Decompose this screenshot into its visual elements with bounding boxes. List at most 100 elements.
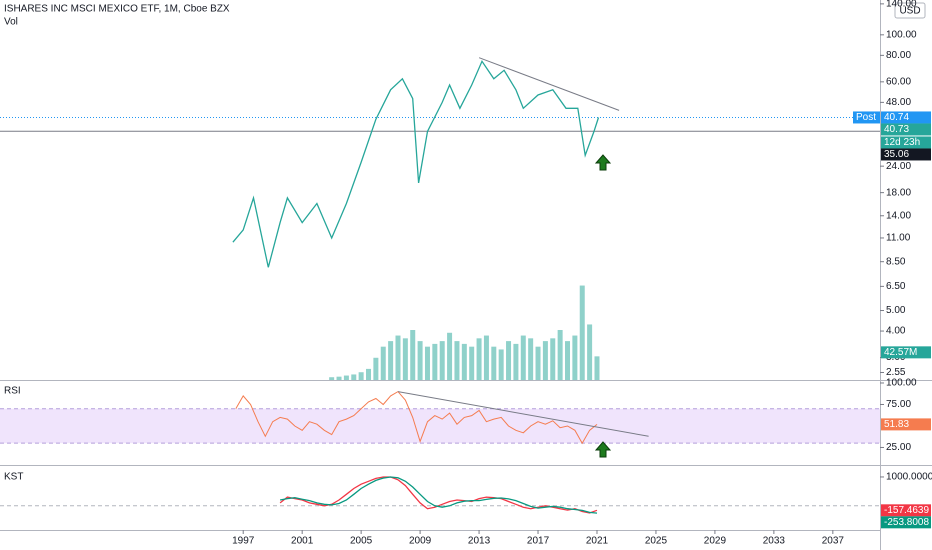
price-line [232, 59, 600, 268]
volume-bar [483, 335, 489, 380]
currency-label[interactable]: USD [899, 6, 920, 17]
y-tick-label: 5.00 [886, 305, 906, 316]
y-tick-label: 24.00 [886, 161, 911, 172]
volume-bar [491, 346, 497, 380]
volume-bar [343, 375, 349, 380]
x-tick-label: 2001 [291, 536, 314, 547]
volume-bar [528, 338, 534, 380]
volume-bar [336, 376, 342, 380]
countdown-label-box [881, 136, 931, 149]
y-tick-label: 140.00 [886, 0, 917, 10]
volume-title: Vol [4, 17, 18, 28]
post-price-label-box [881, 111, 931, 124]
currency-button[interactable] [894, 2, 926, 19]
x-tick-label: 2013 [468, 536, 491, 547]
volume-bar [520, 335, 526, 380]
volume-bar [587, 324, 593, 380]
post-price-label: 40.74 [884, 112, 909, 123]
volume-bar [417, 341, 423, 380]
rsi-trendline [397, 391, 649, 437]
volume-bar [550, 338, 556, 380]
volume-bar [454, 341, 460, 380]
y-tick-label: 48.00 [886, 97, 911, 108]
volume-bar [410, 330, 416, 380]
y-tick-label: 1000.0000 [886, 472, 932, 483]
trendline [478, 57, 620, 111]
y-tick-label: 75.00 [886, 399, 911, 410]
volume-bar [432, 343, 438, 380]
kst-signal-last-label-box [881, 516, 931, 529]
y-tick-label: 14.00 [886, 210, 911, 221]
last-price-label: 40.73 [884, 124, 909, 135]
post-price-label-prefix: Post [856, 112, 876, 123]
line-price-label: 35.06 [884, 149, 909, 160]
y-tick-label: 8.50 [886, 256, 906, 267]
y-tick-label: 80.00 [886, 50, 911, 61]
volume-last-label: 42.57M [884, 347, 917, 358]
arrow-annotation [594, 154, 612, 171]
volume-bar [358, 372, 364, 380]
x-tick-label: 2033 [763, 536, 786, 547]
volume-bar [542, 341, 548, 380]
post-price-label-prefix-box [853, 111, 880, 124]
volume-bar [329, 377, 335, 380]
kst-line [279, 476, 598, 514]
countdown-label: 12d 23h [884, 137, 920, 148]
volume-bar [572, 335, 578, 380]
volume-bar [498, 349, 504, 380]
x-tick-label: 2009 [409, 536, 432, 547]
y-tick-label: 18.00 [886, 187, 911, 198]
volume-bar [402, 338, 408, 380]
rsi-last-label-box [881, 418, 931, 431]
volume-bar [469, 346, 475, 380]
volume-bar [476, 338, 482, 380]
x-tick-label: 2017 [527, 536, 550, 547]
y-tick-label: 100.00 [886, 29, 917, 40]
volume-bar [447, 332, 453, 380]
x-tick-label: 1997 [232, 536, 255, 547]
volume-bar [513, 343, 519, 380]
volume-bar [424, 346, 430, 380]
rsi-title: RSI [4, 386, 21, 397]
kst-last-label: -157.4639 [884, 505, 929, 516]
volume-bar [366, 368, 372, 380]
volume-bar [565, 341, 571, 380]
y-tick-label: 6.50 [886, 281, 906, 292]
volume-bar [388, 341, 394, 380]
last-price-label-box [881, 123, 931, 136]
y-tick-label: 25.00 [886, 442, 911, 453]
chart-title: ISHARES INC MSCI MEXICO ETF, 1M, Cboe BZ… [4, 4, 230, 15]
kst-last-label-box [881, 504, 931, 517]
volume-bar [395, 335, 401, 380]
y-tick-label: 11.00 [886, 233, 911, 244]
volume-bar [461, 343, 467, 380]
x-tick-label: 2025 [645, 536, 668, 547]
y-tick-label: 100.00 [886, 378, 917, 389]
rsi-last-label: 51.83 [884, 419, 909, 430]
rsi-line [235, 390, 598, 445]
volume-bar [351, 374, 357, 380]
y-tick-label: 60.00 [886, 76, 911, 87]
volume-bar [535, 346, 541, 380]
volume-last-label-box [881, 346, 931, 359]
volume-bar [380, 346, 386, 380]
volume-bar [594, 356, 600, 380]
volume-bar [579, 285, 585, 380]
y-tick-label: 2.55 [886, 367, 906, 378]
y-tick-label: 4.00 [886, 326, 906, 337]
kst-title: KST [4, 472, 23, 483]
x-tick-label: 2037 [822, 536, 845, 547]
kst-signal-last-label: -253.8008 [884, 517, 929, 528]
rsi-band [0, 408, 880, 444]
kst-line [279, 476, 598, 514]
volume-bar [506, 341, 512, 380]
volume-bar [439, 341, 445, 380]
arrow-annotation [594, 441, 612, 458]
volume-bar [373, 357, 379, 380]
x-tick-label: 2005 [350, 536, 373, 547]
volume-bar [557, 330, 563, 380]
